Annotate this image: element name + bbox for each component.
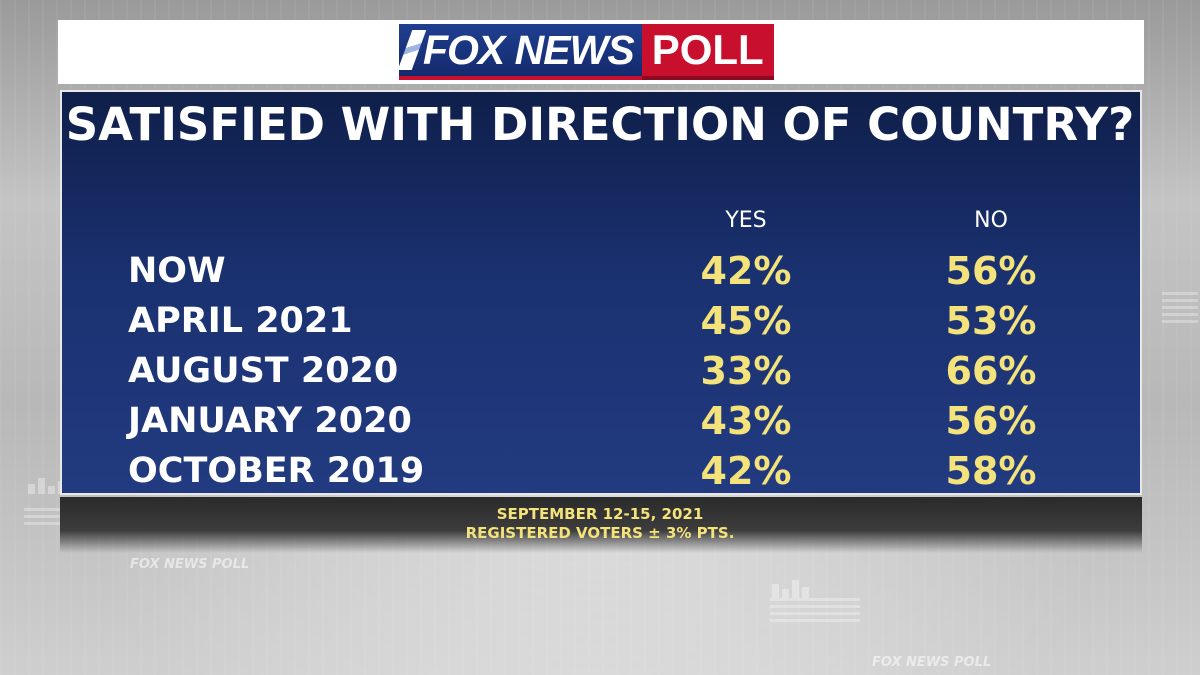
table-row: JANUARY 2020 43% 56%	[0, 396, 1200, 446]
table-row: AUGUST 2020 33% 66%	[0, 346, 1200, 396]
row-no-value: 66%	[945, 349, 1037, 393]
row-label: AUGUST 2020	[128, 351, 399, 391]
row-no-value: 56%	[945, 249, 1037, 293]
row-yes-value: 45%	[700, 299, 792, 343]
page-title: SATISFIED WITH DIRECTION OF COUNTRY?	[65, 98, 1135, 151]
row-yes-value: 42%	[700, 449, 792, 493]
logo-fox-news-text: FOX NEWS	[423, 26, 635, 73]
logo-searchlight-icon	[397, 30, 427, 70]
logo-fox-news-block: FOX NEWS	[397, 24, 642, 80]
poll-panel	[60, 90, 1142, 495]
footnote-sample: REGISTERED VOTERS ± 3% PTS.	[465, 524, 735, 542]
row-no-value: 58%	[945, 449, 1037, 493]
row-yes-value: 42%	[700, 249, 792, 293]
row-no-value: 56%	[945, 399, 1037, 443]
row-label: APRIL 2021	[128, 301, 353, 341]
table-row: NOW 42% 56%	[0, 246, 1200, 296]
row-label: OCTOBER 2019	[128, 451, 425, 491]
table-row: OCTOBER 2019 42% 58%	[0, 446, 1200, 496]
column-header-no: NO	[974, 208, 1008, 233]
decor-bars-right	[772, 580, 809, 598]
logo-poll-text: POLL	[651, 26, 764, 73]
row-label: JANUARY 2020	[128, 401, 412, 441]
decor-lines-far-right	[1162, 292, 1198, 327]
logo-poll-block: POLL	[641, 24, 774, 80]
footnote-date: SEPTEMBER 12-15, 2021	[496, 505, 704, 523]
row-label: NOW	[128, 251, 226, 291]
row-yes-value: 43%	[700, 399, 792, 443]
fox-news-poll-logo: FOX NEWS POLL	[397, 24, 774, 80]
row-no-value: 53%	[945, 299, 1037, 343]
footnote-strip	[60, 497, 1142, 553]
watermark-logo-right: FOX NEWS POLL	[872, 655, 992, 670]
table-row: APRIL 2021 45% 53%	[0, 296, 1200, 346]
watermark-logo-left: FOX NEWS POLL	[130, 557, 250, 572]
decor-lines-right	[770, 598, 860, 626]
row-yes-value: 33%	[700, 349, 792, 393]
column-header-yes: YES	[725, 208, 767, 233]
